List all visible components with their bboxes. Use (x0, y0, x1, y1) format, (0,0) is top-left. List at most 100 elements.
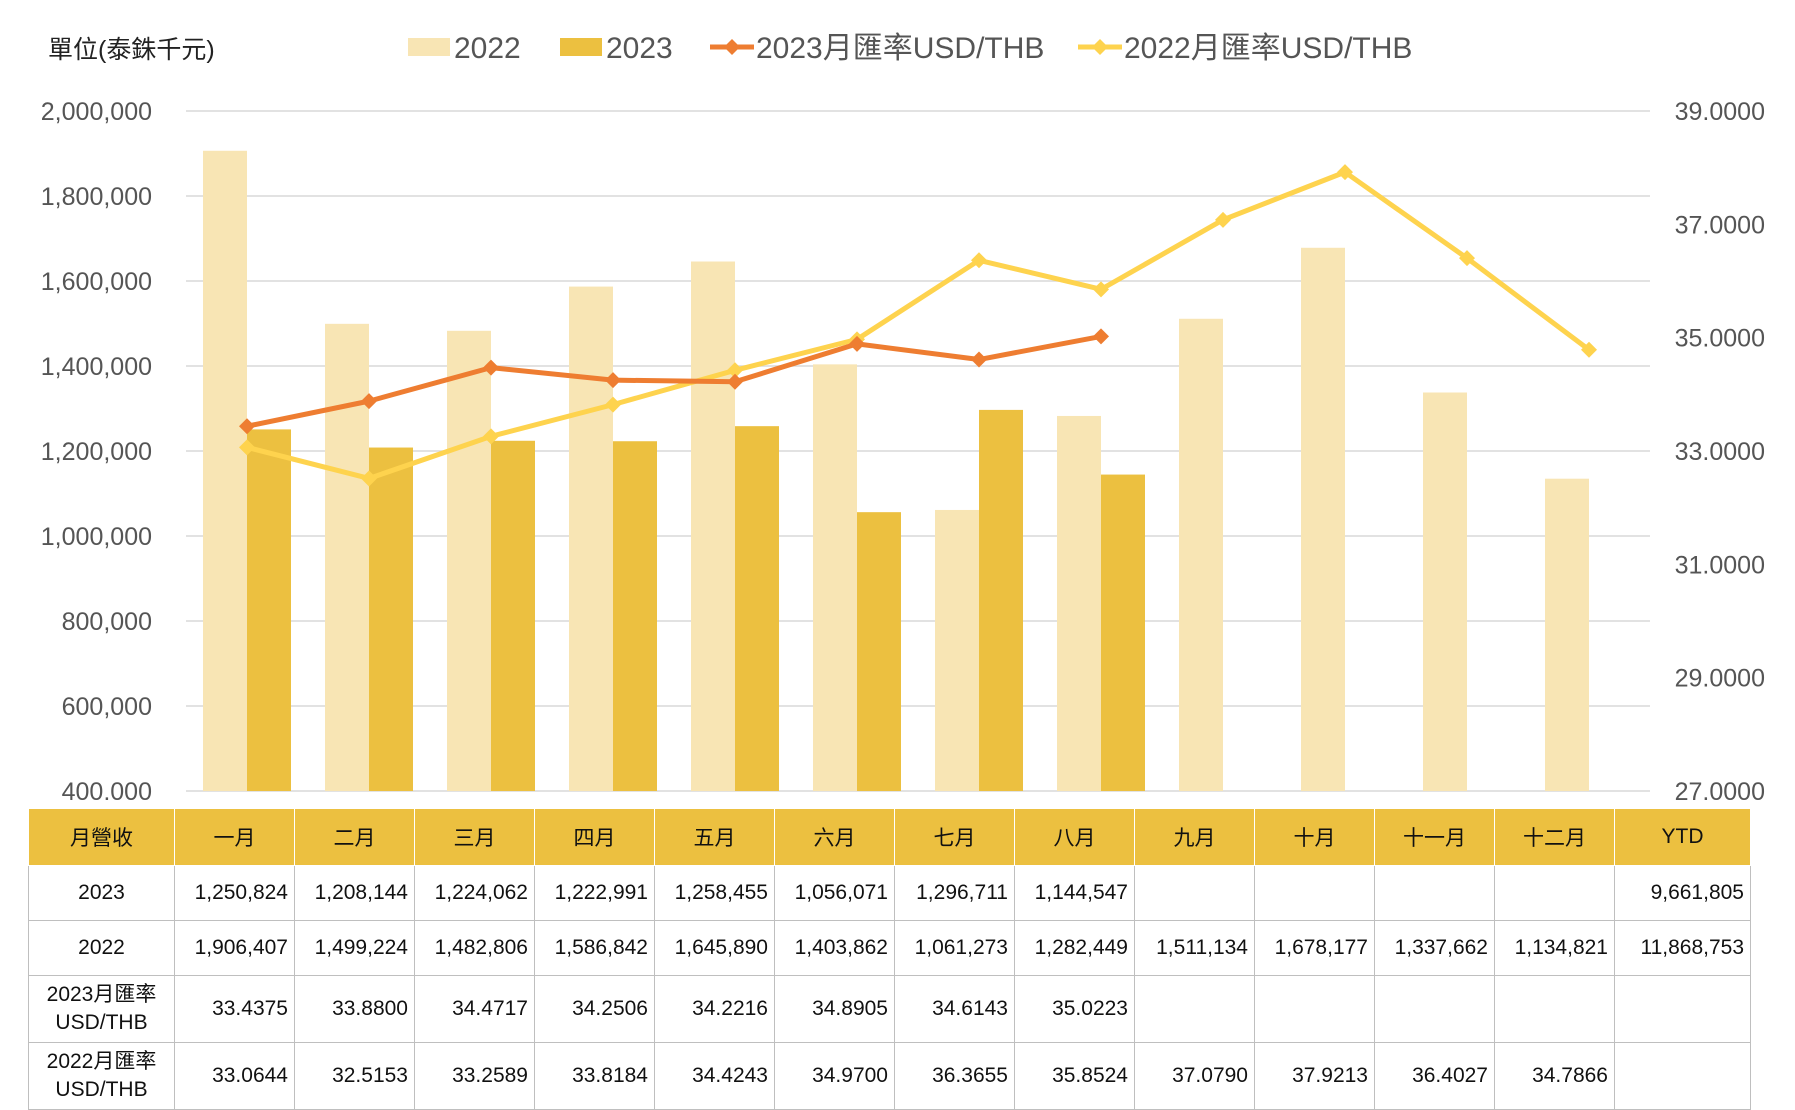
marker-2022月匯率USD/THB (1581, 341, 1597, 358)
marker-2022月匯率USD/THB (239, 439, 255, 456)
marker-2022月匯率USD/THB (727, 362, 743, 379)
right-tick-label: 33.0000 (1675, 438, 1765, 466)
table-cell: 11,868,753 (1614, 920, 1751, 976)
left-tick-label: 400,000 (62, 778, 152, 800)
table-cell (1614, 1042, 1751, 1110)
table-cell: 33.8184 (534, 1042, 655, 1110)
legend-label: 2022 (454, 32, 521, 65)
table-header-cell: YTD (1614, 808, 1751, 866)
revenue-data-table: 月營收 一月 二月 三月 四月 五月 六月 七月 八月 九月 十月 十一月 十二月 YTD 2023 1,25… (28, 808, 1751, 1110)
legend-label: 2022月匯率USD/THB (1124, 32, 1412, 65)
right-tick-label: 31.0000 (1675, 551, 1765, 579)
legend-label: 2023月匯率USD/THB (756, 32, 1044, 65)
bar-2023-七月 (979, 409, 1023, 791)
bar-2022-五月 (691, 261, 735, 791)
table-cell (1134, 865, 1255, 921)
table-cell: 35.0223 (1014, 975, 1135, 1043)
table-cell: 1,056,071 (774, 865, 895, 921)
table-cell: 1,482,806 (414, 920, 535, 976)
right-tick-label: 39.0000 (1675, 98, 1765, 126)
marker-2022月匯率USD/THB (1337, 164, 1353, 181)
table-cell: 1,645,890 (654, 920, 775, 976)
table-cell (1494, 865, 1615, 921)
left-tick-label: 1,000,000 (41, 523, 152, 551)
table-row: 2022 1,906,407 1,499,224 1,482,806 1,586,842… (28, 920, 1751, 976)
bar-2022-十一月 (1423, 392, 1467, 791)
table-row-label: 2022 (28, 920, 175, 976)
table-cell: 36.3655 (894, 1042, 1015, 1110)
bar-2023-五月 (735, 426, 779, 791)
table-header-cell: 十一月 (1374, 808, 1495, 866)
legend-swatch-2022 (408, 38, 450, 56)
table-cell: 34.8905 (774, 975, 895, 1043)
left-tick-label: 800,000 (62, 608, 152, 636)
table-cell: 1,282,449 (1014, 920, 1135, 976)
table-header-cell: 三月 (414, 808, 535, 866)
table-cell: 32.5153 (294, 1042, 415, 1110)
table-row: 2022月匯率USD/THB 33.0644 32.5153 33.2589 33.81… (28, 1042, 1751, 1110)
data-table-wrapper: 月營收 一月 二月 三月 四月 五月 六月 七月 八月 九月 十月 十一月 十二月 YTD 2023 1,25… (28, 808, 1751, 1110)
table-cell: 1,499,224 (294, 920, 415, 976)
right-tick-label: 35.0000 (1675, 325, 1765, 353)
table-cell: 1,906,407 (174, 920, 295, 976)
table-cell (1134, 975, 1255, 1043)
table-cell: 34.6143 (894, 975, 1015, 1043)
bar-2022-八月 (1057, 415, 1101, 791)
right-tick-label: 29.0000 (1675, 665, 1765, 693)
bar-2022-三月 (447, 330, 491, 791)
table-cell (1374, 865, 1495, 921)
table-cell: 1,250,824 (174, 865, 295, 921)
left-tick-label: 1,800,000 (41, 183, 152, 211)
legend-marker-2023月匯率USD/THB (724, 39, 740, 55)
marker-2022月匯率USD/THB (605, 396, 621, 413)
table-cell: 1,222,991 (534, 865, 655, 921)
table-header-row: 月營收 一月 二月 三月 四月 五月 六月 七月 八月 九月 十月 十一月 十二月 YTD (28, 808, 1751, 866)
table-header-cell: 二月 (294, 808, 415, 866)
table-row: 2023 1,250,824 1,208,144 1,224,062 1,222,991… (28, 865, 1751, 921)
table-row-label: 2023 (28, 865, 175, 921)
table-cell: 34.9700 (774, 1042, 895, 1110)
bar-2023-四月 (613, 441, 657, 791)
table-cell: 37.9213 (1254, 1042, 1375, 1110)
table-cell: 33.8800 (294, 975, 415, 1043)
table-header-cell: 九月 (1134, 808, 1255, 866)
table-header-cell: 八月 (1014, 808, 1135, 866)
table-cell: 34.2506 (534, 975, 655, 1043)
marker-2023月匯率USD/THB (1093, 328, 1109, 345)
bar-series (203, 150, 1589, 791)
right-tick-label: 27.0000 (1675, 778, 1765, 800)
table-cell: 34.2216 (654, 975, 775, 1043)
bar-2022-二月 (325, 323, 369, 791)
table-cell: 1,678,177 (1254, 920, 1375, 976)
bar-2022-四月 (569, 286, 613, 791)
legend-marker-2022月匯率USD/THB (1092, 39, 1108, 55)
revenue-fx-chart: 單位(泰銖千元) 2022 2023 2023月匯率USD/THB 2022月匯率US… (41, 32, 1765, 800)
marker-2023月匯率USD/THB (483, 359, 499, 376)
marker-2023月匯率USD/THB (361, 393, 377, 410)
bar-2023-六月 (857, 512, 901, 791)
legend-label: 2023 (606, 32, 673, 65)
table-header-cell: 七月 (894, 808, 1015, 866)
table-cell: 33.0644 (174, 1042, 295, 1110)
table-cell: 35.8524 (1014, 1042, 1135, 1110)
table-cell (1374, 975, 1495, 1043)
marker-2022月匯率USD/THB (1093, 281, 1109, 298)
bar-2023-一月 (247, 429, 291, 791)
table-header-cell: 十二月 (1494, 808, 1615, 866)
table-cell: 1,511,134 (1134, 920, 1255, 976)
table-header-cell: 四月 (534, 808, 655, 866)
table-cell: 9,661,805 (1614, 865, 1751, 921)
bar-2022-十月 (1301, 247, 1345, 791)
table-cell: 1,337,662 (1374, 920, 1495, 976)
left-tick-label: 1,600,000 (41, 268, 152, 296)
left-axis-ticks: 400,000 600,000 800,000 1,000,000 1,200,000 1… (41, 98, 152, 800)
chart-legend: 2022 2023 2023月匯率USD/THB 2022月匯率USD/THB (408, 32, 1412, 65)
table-cell: 1,403,862 (774, 920, 895, 976)
left-tick-label: 2,000,000 (41, 98, 152, 126)
marker-2022月匯率USD/THB (1215, 211, 1231, 228)
table-row-label: 2023月匯率USD/THB (28, 975, 175, 1043)
table-cell: 1,061,273 (894, 920, 1015, 976)
table-cell: 1,208,144 (294, 865, 415, 921)
gridlines (186, 110, 1650, 792)
table-cell: 34.4717 (414, 975, 535, 1043)
